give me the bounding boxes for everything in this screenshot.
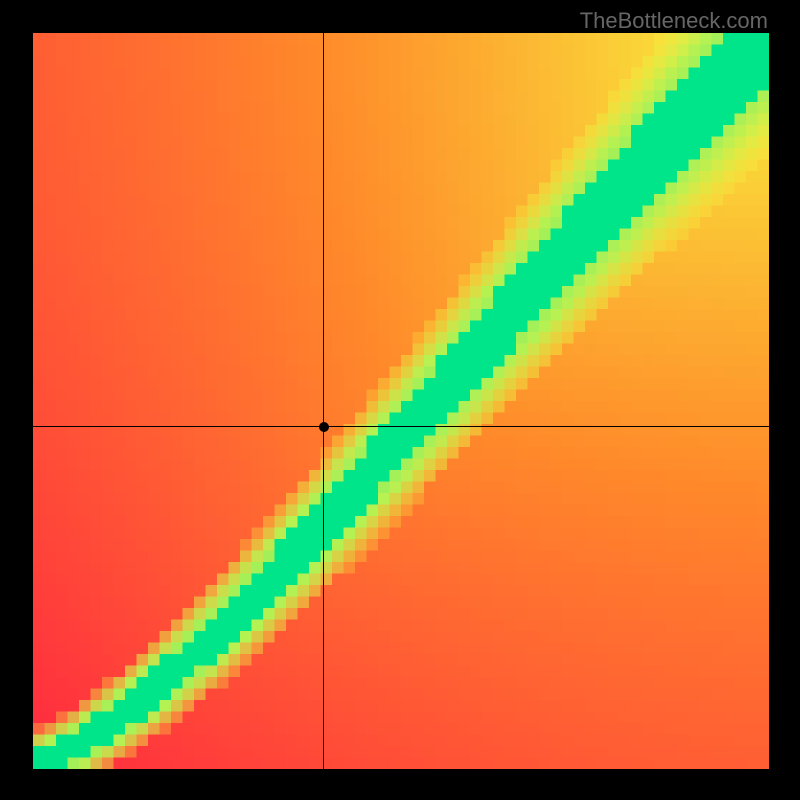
crosshair-horizontal — [33, 426, 769, 427]
crosshair-vertical — [323, 33, 324, 769]
bottleneck-heatmap — [33, 33, 769, 769]
watermark-label: TheBottleneck.com — [580, 8, 768, 34]
data-point-marker — [319, 422, 329, 432]
plot-frame — [33, 33, 769, 769]
